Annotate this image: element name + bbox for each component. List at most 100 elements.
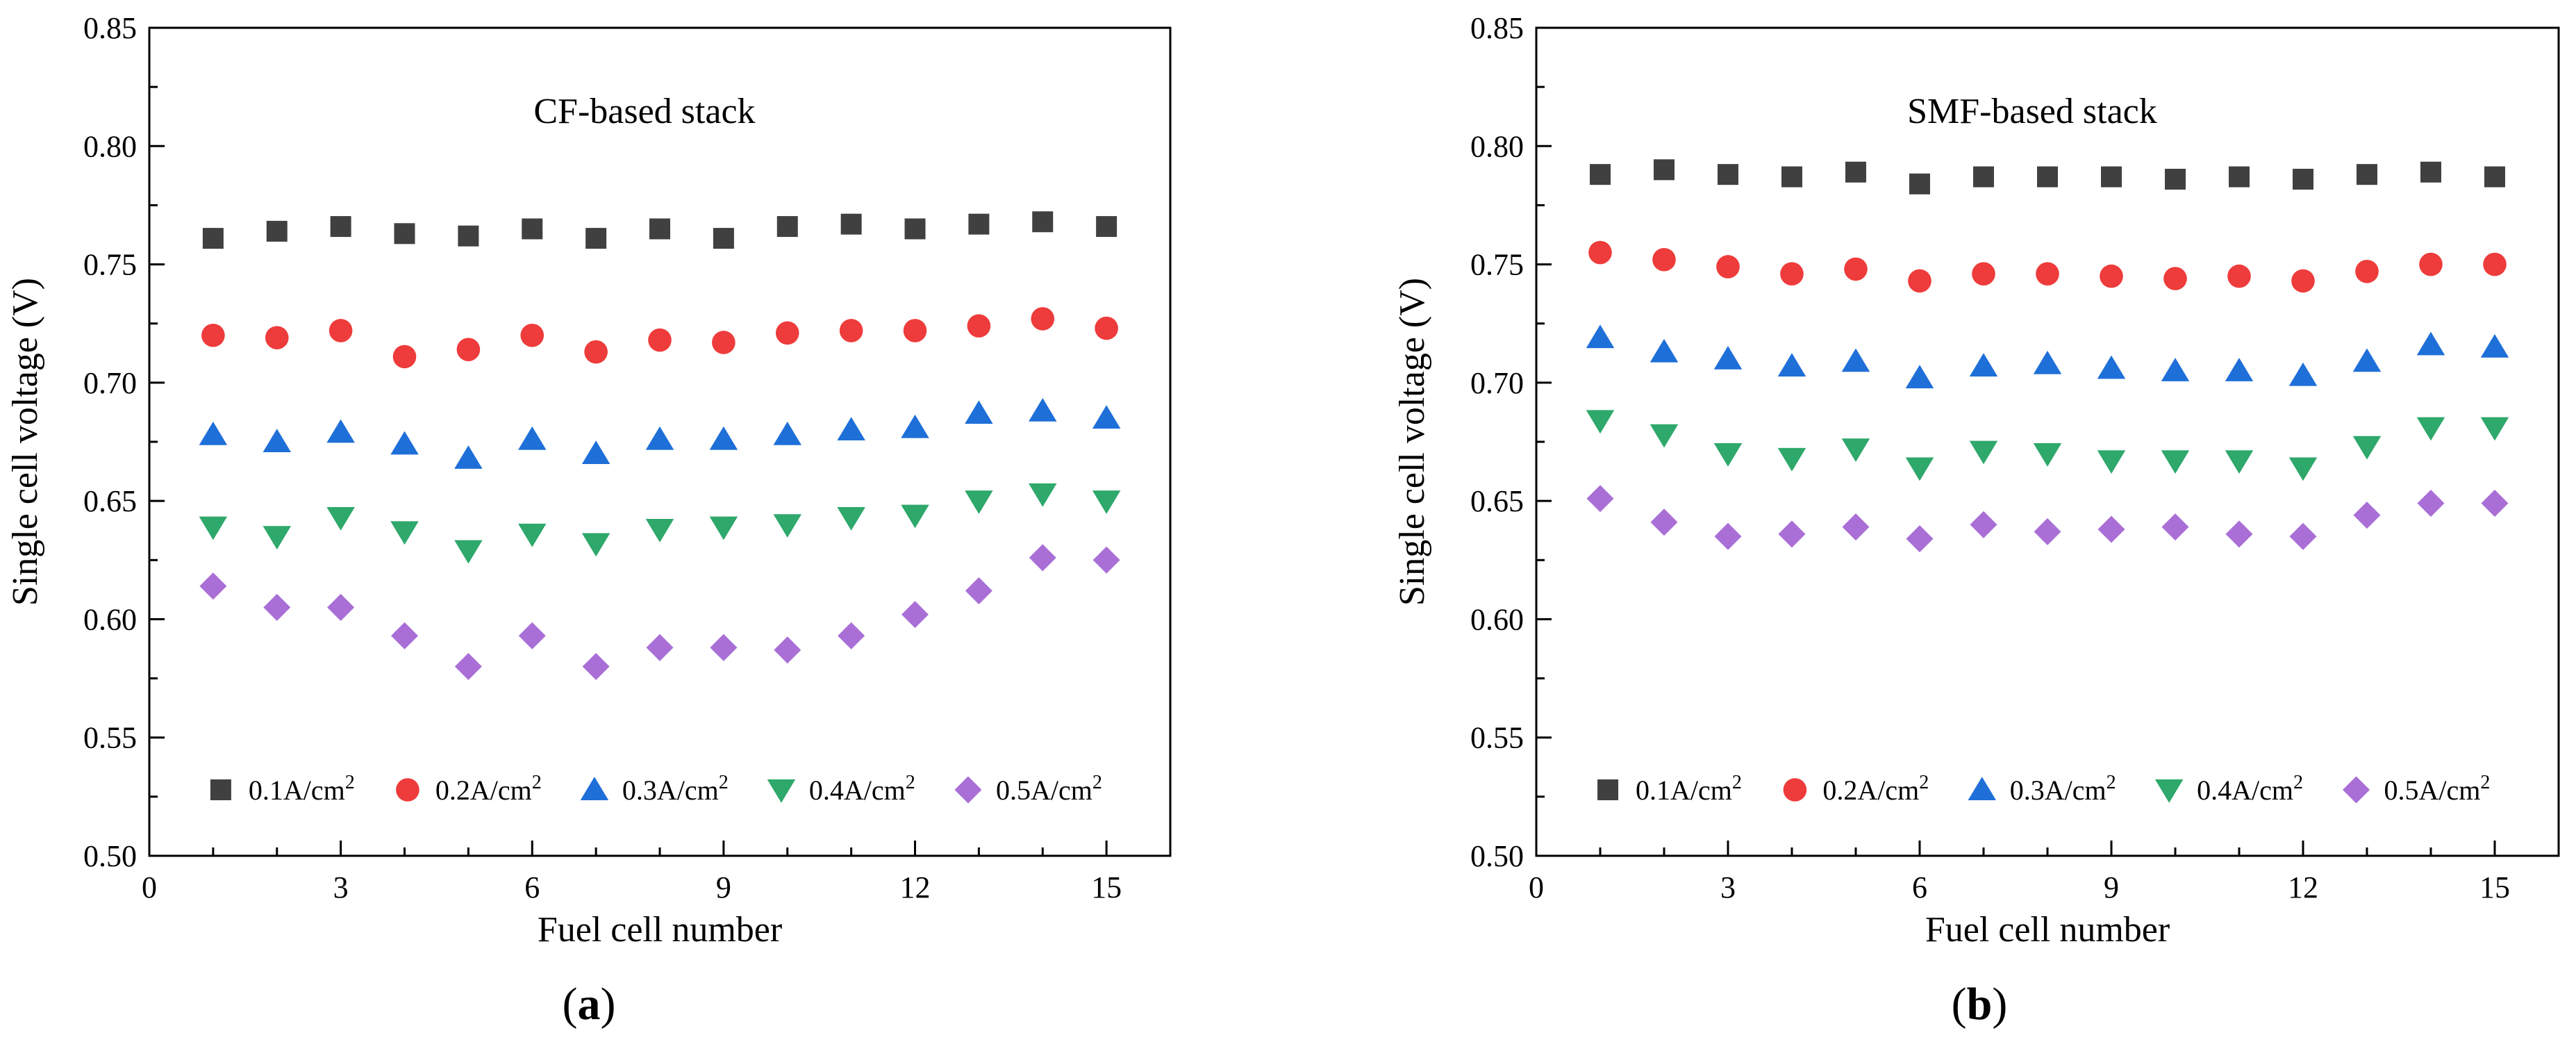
data-point — [773, 422, 801, 445]
data-point — [1842, 513, 1870, 541]
data-point — [2288, 362, 2318, 386]
y-tick-label: 0.55 — [83, 721, 137, 755]
data-point — [1718, 164, 1738, 185]
data-point — [2100, 264, 2123, 288]
legend-entry: 0.4A/cm2 — [767, 772, 915, 806]
y-tick-label: 0.55 — [1470, 721, 1524, 755]
legend-label: 0.1A/cm2 — [1636, 772, 1742, 806]
legend-marker — [954, 776, 982, 804]
data-point — [2161, 513, 2189, 541]
data-point — [776, 216, 798, 238]
data-point — [2416, 417, 2445, 441]
data-point — [263, 429, 291, 452]
data-point — [1652, 247, 1676, 272]
legend-entry: 0.5A/cm2 — [2343, 772, 2490, 806]
legend-label-superscript: 2 — [906, 772, 915, 793]
data-point — [1970, 511, 1997, 538]
legend-label-superscript: 2 — [719, 772, 729, 793]
legend-entry: 0.2A/cm2 — [1783, 772, 1929, 806]
data-point — [2483, 252, 2507, 276]
data-point — [1905, 457, 1934, 481]
panel-a-caption: (a) — [563, 979, 616, 1029]
x-tick-label: 6 — [1912, 870, 1927, 904]
data-point — [1905, 365, 1934, 389]
data-point — [1969, 440, 1998, 465]
x-tick-label: 9 — [2104, 870, 2119, 904]
data-point — [390, 431, 419, 455]
legend-marker — [210, 779, 231, 800]
data-point — [2225, 520, 2253, 548]
data-point — [2163, 267, 2187, 290]
legend-label: 0.4A/cm2 — [2197, 772, 2303, 806]
data-point — [965, 400, 993, 424]
data-point — [2165, 168, 2186, 190]
data-point — [1588, 240, 1612, 265]
y-tick-label: 0.60 — [83, 602, 137, 636]
data-point — [581, 440, 610, 465]
data-point — [265, 326, 289, 349]
data-point — [390, 521, 419, 545]
data-point — [2161, 358, 2190, 381]
x-tick-label: 9 — [716, 870, 731, 904]
y-tick-label: 0.85 — [1470, 11, 1524, 45]
data-point — [901, 504, 929, 529]
legend-marker — [580, 777, 609, 800]
panel-b: (b) — [1952, 979, 2008, 1029]
data-point — [1586, 485, 1614, 513]
data-point — [518, 622, 546, 649]
data-point — [2033, 350, 2062, 374]
legend-label: 0.5A/cm2 — [2384, 772, 2491, 806]
series-3 — [1586, 324, 2509, 389]
data-point — [581, 533, 610, 557]
legend-marker — [1597, 779, 1619, 800]
data-point — [2291, 269, 2315, 293]
x-tick-label: 15 — [2479, 870, 2510, 904]
data-point — [2484, 166, 2505, 188]
data-point — [901, 414, 929, 438]
legend-label-superscript: 2 — [1919, 772, 1929, 793]
data-point — [199, 516, 228, 540]
legend-entry: 0.1A/cm2 — [210, 772, 355, 806]
x-tick-label: 6 — [524, 870, 540, 904]
legend-label: 0.1A/cm2 — [249, 772, 355, 806]
data-point — [2420, 161, 2441, 183]
data-point — [710, 634, 738, 661]
data-point — [965, 577, 992, 605]
data-point — [1844, 257, 1868, 281]
data-point — [1654, 159, 1675, 181]
x-tick-label: 0 — [142, 870, 157, 904]
legend-label: 0.3A/cm2 — [2010, 772, 2116, 806]
y-tick-label: 0.85 — [83, 11, 137, 45]
y-tick-label: 0.80 — [83, 129, 137, 163]
data-point — [775, 321, 799, 345]
data-point — [713, 228, 734, 249]
legend-label-superscript: 2 — [2293, 772, 2303, 793]
data-point — [329, 319, 353, 342]
data-point — [1650, 508, 1678, 536]
chart-a: 0 3 6 9 12 15 0.50 0.55 0.60 0.65 0.70 0.75 0.80 0.85… — [6, 11, 1172, 950]
series-2 — [201, 307, 1118, 369]
data-point — [520, 323, 545, 347]
legend-marker — [1968, 777, 1997, 800]
legend-label: 0.4A/cm2 — [809, 772, 915, 806]
data-point — [2034, 518, 2061, 545]
data-point — [1972, 262, 1995, 285]
data-point — [2037, 166, 2058, 188]
data-point — [326, 419, 355, 443]
legend-marker — [767, 779, 796, 803]
chart-title: SMF-based stack — [1907, 92, 2157, 131]
y-axis-label: Single cell voltage (V) — [1393, 278, 1432, 606]
data-point — [2352, 436, 2382, 460]
data-point — [1029, 544, 1056, 572]
data-point — [1778, 520, 1806, 548]
data-point — [2355, 259, 2379, 283]
data-point — [2417, 490, 2445, 518]
data-point — [1841, 438, 1870, 462]
data-point — [774, 636, 801, 664]
data-point — [2097, 355, 2126, 379]
y-tick-label: 0.65 — [1470, 484, 1524, 518]
data-point — [2481, 490, 2509, 518]
data-point — [2225, 450, 2254, 474]
legend-label: 0.2A/cm2 — [1822, 772, 1929, 806]
data-point — [1032, 211, 1054, 233]
